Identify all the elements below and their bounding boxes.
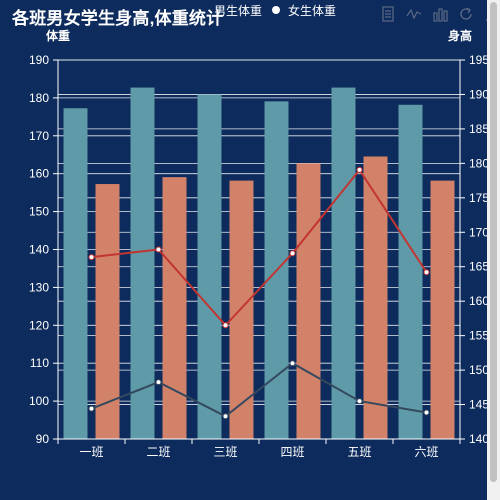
bar-boys-height [398,104,423,440]
boys-weight-point [155,379,162,386]
boys-weight-point [222,413,229,420]
x-tick-label: 四班 [280,445,304,459]
boys-weight-point [356,398,363,405]
y-tick-label-right: 175 [469,191,487,205]
bar-girls-height [95,184,120,439]
y-tick-label-right: 150 [469,363,487,377]
y-tick-label-right: 180 [469,156,487,170]
bar-girls-height [296,163,321,439]
bar-chart-icon[interactable] [432,6,448,22]
girls-weight-point [423,269,430,276]
boys-weight-line [91,361,427,418]
legend-item-girls-weight[interactable]: 女生体重 [272,2,336,18]
y-tick-label-left: 170 [29,129,49,143]
y-axis-name-right: 身高 [448,28,472,43]
y-tick-label-right: 140 [469,432,487,446]
y-tick-label-right: 165 [469,260,487,274]
toolbox [380,6,487,24]
y-tick-label-left: 160 [29,167,49,181]
bar-girls-height [430,180,455,439]
x-tick-label: 五班 [347,445,371,459]
line-chart-icon[interactable] [406,6,422,22]
boys-weight-point [423,409,430,416]
bar-boys-height [63,108,88,440]
legend-item-boys-weight[interactable]: 男生体重 [214,2,262,18]
chart-plot: 90 100 110 120 130 140 150 160 170 180 190 140 145 15… [29,28,487,459]
y-tick-label-left: 150 [29,205,49,219]
y-tick-label-right: 160 [469,294,487,308]
y-tick-label-right: 170 [469,225,487,239]
girls-weight-point [155,246,162,253]
y-axis-name-left: 体重 [46,28,70,43]
y-tick-label-left: 120 [29,318,49,332]
girls-weight-point [356,166,363,173]
boys-weight-point [88,405,95,412]
legend-label-girls-weight: 女生体重 [288,3,337,18]
scrollbar-thumb[interactable] [490,2,497,482]
y-tick-label-left: 130 [29,280,49,294]
y-tick-label-right: 190 [469,87,487,101]
y-tick-label-right: 195 [469,53,487,67]
bar-girls-height [363,156,388,440]
chart-panel: 各班男女学生身高,体重统计 男生体重 女生体重 [0,0,487,500]
x-tick-label: 三班 [213,445,237,459]
y-tick-label-right: 145 [469,398,487,412]
vertical-scrollbar[interactable] [487,0,500,500]
bar-boys-height [130,87,155,440]
data-view-icon[interactable] [380,6,396,22]
y-tick-label-left: 110 [30,356,49,370]
boys-weight-point [289,360,296,367]
girls-weight-point [88,254,95,261]
y-tick-label-left: 190 [29,53,49,67]
bar-girls-height [229,180,254,439]
girls-weight-point [289,250,296,257]
x-tick-label: 二班 [146,445,170,459]
chart-title: 各班男女学生身高,体重统计 [12,9,224,28]
restore-icon[interactable] [458,6,474,22]
y-tick-label-left: 140 [29,243,49,257]
bar-girls-height [162,177,187,440]
y-tick-label-left: 180 [29,91,49,105]
legend-dot-icon [272,6,280,14]
y-tick-label-left: 100 [29,394,49,408]
legend-label-boys-weight: 男生体重 [214,3,263,18]
bar-boys-height [331,87,356,440]
x-tick-label: 一班 [79,445,103,459]
girls-weight-line [91,168,428,327]
y-tick-label-right: 185 [469,122,487,136]
y-tick-label-left: 90 [36,432,50,446]
y-tick-label-right: 155 [469,329,487,343]
girls-weight-point [222,322,229,329]
x-tick-label: 六班 [414,445,438,459]
bar-boys-height [197,94,222,440]
